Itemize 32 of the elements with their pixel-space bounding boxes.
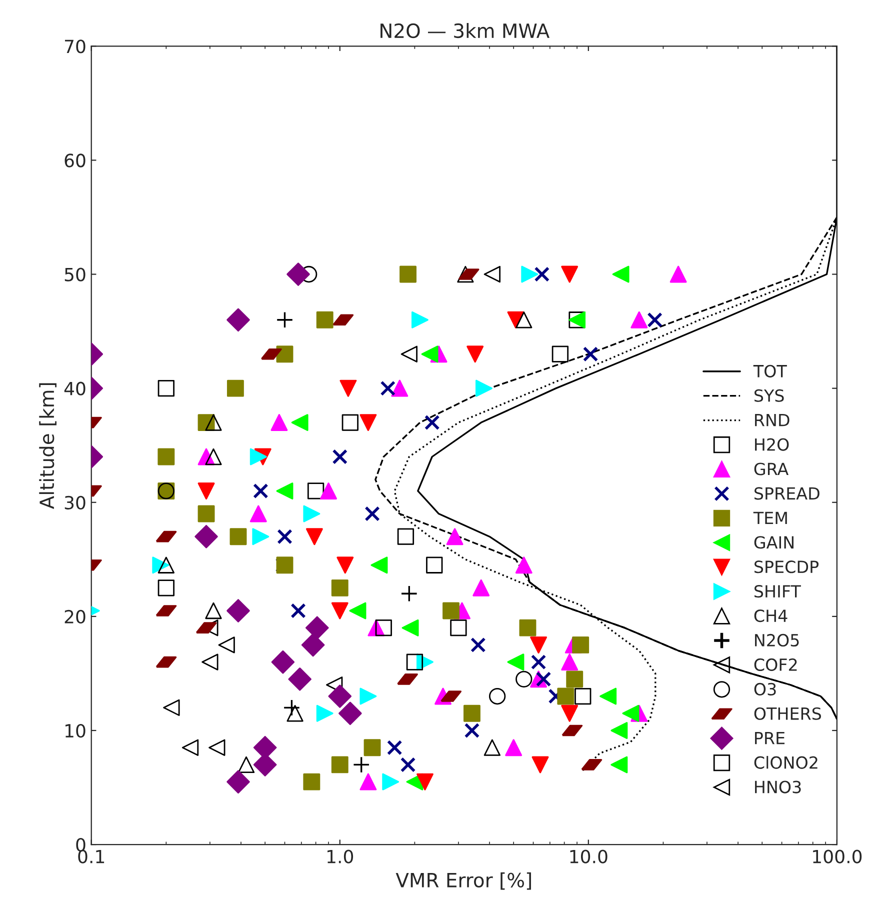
legend-label: TEM <box>753 512 787 524</box>
legend-label: N2O5 <box>755 634 799 647</box>
y-tick-label: 70 <box>64 40 86 54</box>
legend-label: O3 <box>754 682 776 696</box>
legend-label: SPREAD <box>754 487 820 500</box>
x-tick-label: 1.0 <box>328 850 354 864</box>
legend-label: SHIFT <box>754 585 801 598</box>
legend-label: ClONO2 <box>754 756 818 769</box>
x-axis-title: VMR Error [%] <box>396 872 531 890</box>
y-tick-label: 20 <box>64 610 86 624</box>
legend-label: CH4 <box>754 609 788 622</box>
legend-label: RND <box>755 414 790 426</box>
y-tick-label: 10 <box>65 724 86 738</box>
legend-label: SYS <box>754 389 784 402</box>
legend-label: GAIN <box>754 536 794 549</box>
y-axis-title: Altitude [km] <box>39 383 56 509</box>
x-tick-label: 0.1 <box>78 850 104 864</box>
legend-label: HNO3 <box>755 780 801 794</box>
y-tick-label: 30 <box>64 496 86 510</box>
chart-title: N2O — 3km MWA <box>380 23 550 38</box>
legend-label: TOT <box>753 364 787 378</box>
legend-label: PRE <box>755 732 785 744</box>
x-tick-label: 10.0 <box>570 850 608 864</box>
y-tick-label: 60 <box>64 154 86 168</box>
y-tick-label: 50 <box>64 268 86 282</box>
x-tick-label: 100.0 <box>813 850 862 864</box>
y-tick-label: 40 <box>64 382 86 396</box>
legend-label: SPECDP <box>754 560 819 574</box>
legend-label: H2O <box>755 438 789 451</box>
legend-label: GRA <box>754 462 789 476</box>
legend-label: COF2 <box>754 658 797 672</box>
legend-label: OTHERS <box>754 707 822 720</box>
